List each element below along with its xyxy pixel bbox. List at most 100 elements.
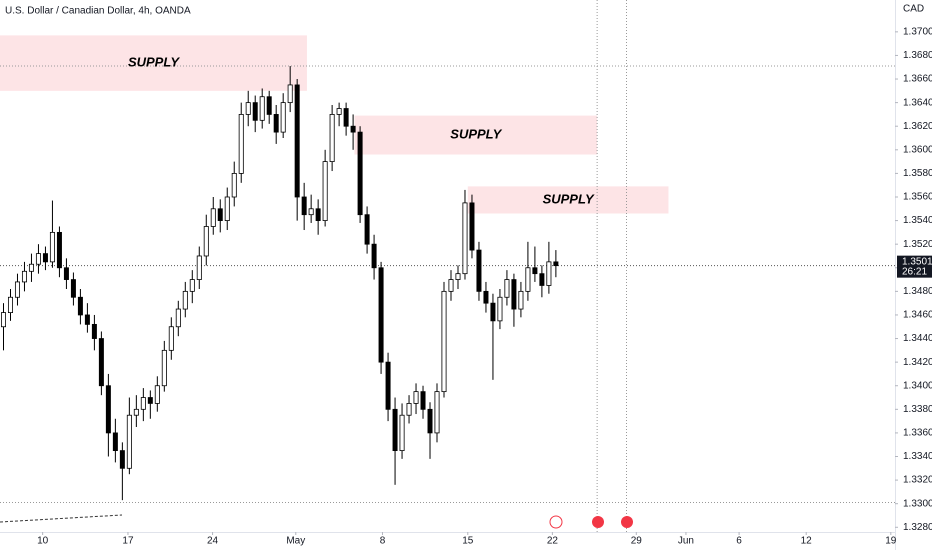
x-tick-label: Jun — [678, 536, 694, 547]
candle-body — [392, 408, 398, 452]
candle-body — [28, 263, 34, 272]
x-tick-label: 8 — [380, 536, 386, 547]
candle-body — [77, 296, 83, 316]
candle-body — [518, 290, 524, 310]
y-tick-label: 1.36600 — [903, 74, 932, 85]
x-tick-label: 19 — [885, 536, 897, 547]
candle-body — [413, 391, 419, 404]
candle-body — [0, 312, 6, 328]
candle-body — [273, 114, 279, 133]
x-tick-label: 10 — [37, 536, 49, 547]
y-tick-label: 1.35400 — [903, 215, 932, 226]
y-tick-label: 1.33000 — [903, 498, 932, 509]
candle-body — [98, 338, 104, 387]
candle-body — [434, 391, 440, 434]
y-tick-label: 1.34400 — [903, 333, 932, 344]
candle-body — [406, 403, 412, 416]
chart-title: U.S. Dollar / Canadian Dollar, 4h, OANDA — [5, 6, 191, 17]
candle-body — [315, 208, 321, 221]
candle-body — [469, 202, 475, 251]
candle-body — [70, 279, 76, 298]
y-tick-label: 1.35600 — [903, 192, 932, 203]
candle-body — [525, 267, 531, 292]
y-tick-label: 1.34600 — [903, 310, 932, 321]
candle-body — [147, 397, 153, 404]
candle-body — [154, 385, 160, 404]
candle-body — [497, 296, 503, 322]
event-icon[interactable] — [549, 515, 563, 529]
candle-body — [455, 273, 461, 280]
candle-body — [287, 84, 293, 104]
candle-body — [462, 202, 468, 275]
candle-body — [378, 267, 384, 363]
price-tag-value: 1.35018 — [902, 256, 932, 267]
x-tick-label: 29 — [631, 536, 643, 547]
candle-body — [322, 161, 328, 221]
candle-body — [224, 196, 230, 221]
x-tick-label: May — [286, 536, 305, 547]
candle-body — [56, 231, 62, 269]
x-tick-label: 22 — [547, 536, 559, 547]
y-tick-label: 1.34800 — [903, 286, 932, 297]
candle-body — [196, 255, 202, 280]
candle-body — [399, 414, 405, 452]
y-tick-label: 1.36800 — [903, 50, 932, 61]
y-tick-label: 1.33200 — [903, 475, 932, 486]
y-tick-label: 1.33800 — [903, 404, 932, 415]
candle-body — [448, 279, 454, 292]
price-tag-countdown: 26:21 — [902, 266, 927, 277]
event-icon[interactable] — [621, 516, 633, 528]
candle-body — [42, 253, 48, 263]
y-tick-label: 1.32800 — [903, 522, 932, 533]
candle-body — [84, 314, 90, 325]
candle-body — [231, 173, 237, 198]
candle-body — [483, 290, 489, 304]
candle-body — [140, 397, 146, 410]
candle-body — [357, 131, 363, 216]
zone-label: SUPPLY — [128, 55, 180, 70]
candle-body — [203, 226, 209, 257]
candle-body — [504, 279, 510, 298]
candle-body — [126, 414, 132, 469]
candle-body — [21, 270, 27, 283]
currency-label: CAD — [903, 4, 924, 15]
y-tick-label: 1.34200 — [903, 357, 932, 368]
x-tick-label: 6 — [736, 536, 742, 547]
candle-body — [308, 208, 314, 216]
event-icon[interactable] — [592, 516, 604, 528]
candle-body — [371, 243, 377, 269]
candle-body — [511, 279, 517, 310]
y-tick-label: 1.35800 — [903, 168, 932, 179]
x-tick-label: 17 — [122, 536, 134, 547]
candle-body — [427, 408, 433, 434]
candle-body — [553, 261, 559, 267]
y-tick-label: 1.37000 — [903, 26, 932, 37]
event-icons — [549, 515, 633, 529]
candle-body — [105, 385, 111, 434]
candle-body — [35, 253, 41, 265]
candle-body — [329, 114, 335, 163]
supply-zone — [0, 35, 307, 91]
candle-body — [182, 290, 188, 310]
candle-body — [420, 391, 426, 410]
price-tag — [897, 255, 932, 278]
trend-line — [0, 514, 123, 523]
y-tick-label: 1.36000 — [903, 144, 932, 155]
y-tick-label: 1.36200 — [903, 121, 932, 132]
y-tick-label: 1.33600 — [903, 428, 932, 439]
candle-body — [252, 102, 258, 121]
candle-body — [350, 125, 356, 133]
candle-body — [168, 326, 174, 351]
x-tick-label: 15 — [462, 536, 474, 547]
candle-body — [259, 96, 265, 121]
candle-body — [238, 114, 244, 174]
y-tick-label: 1.33400 — [903, 451, 932, 462]
candle-body — [266, 96, 272, 115]
candle-body — [189, 279, 195, 292]
zone-label: SUPPLY — [543, 191, 595, 206]
candle-body — [63, 267, 69, 280]
y-tick-label: 1.34000 — [903, 380, 932, 391]
candle-body — [91, 323, 97, 339]
x-tick-label: 24 — [207, 536, 219, 547]
